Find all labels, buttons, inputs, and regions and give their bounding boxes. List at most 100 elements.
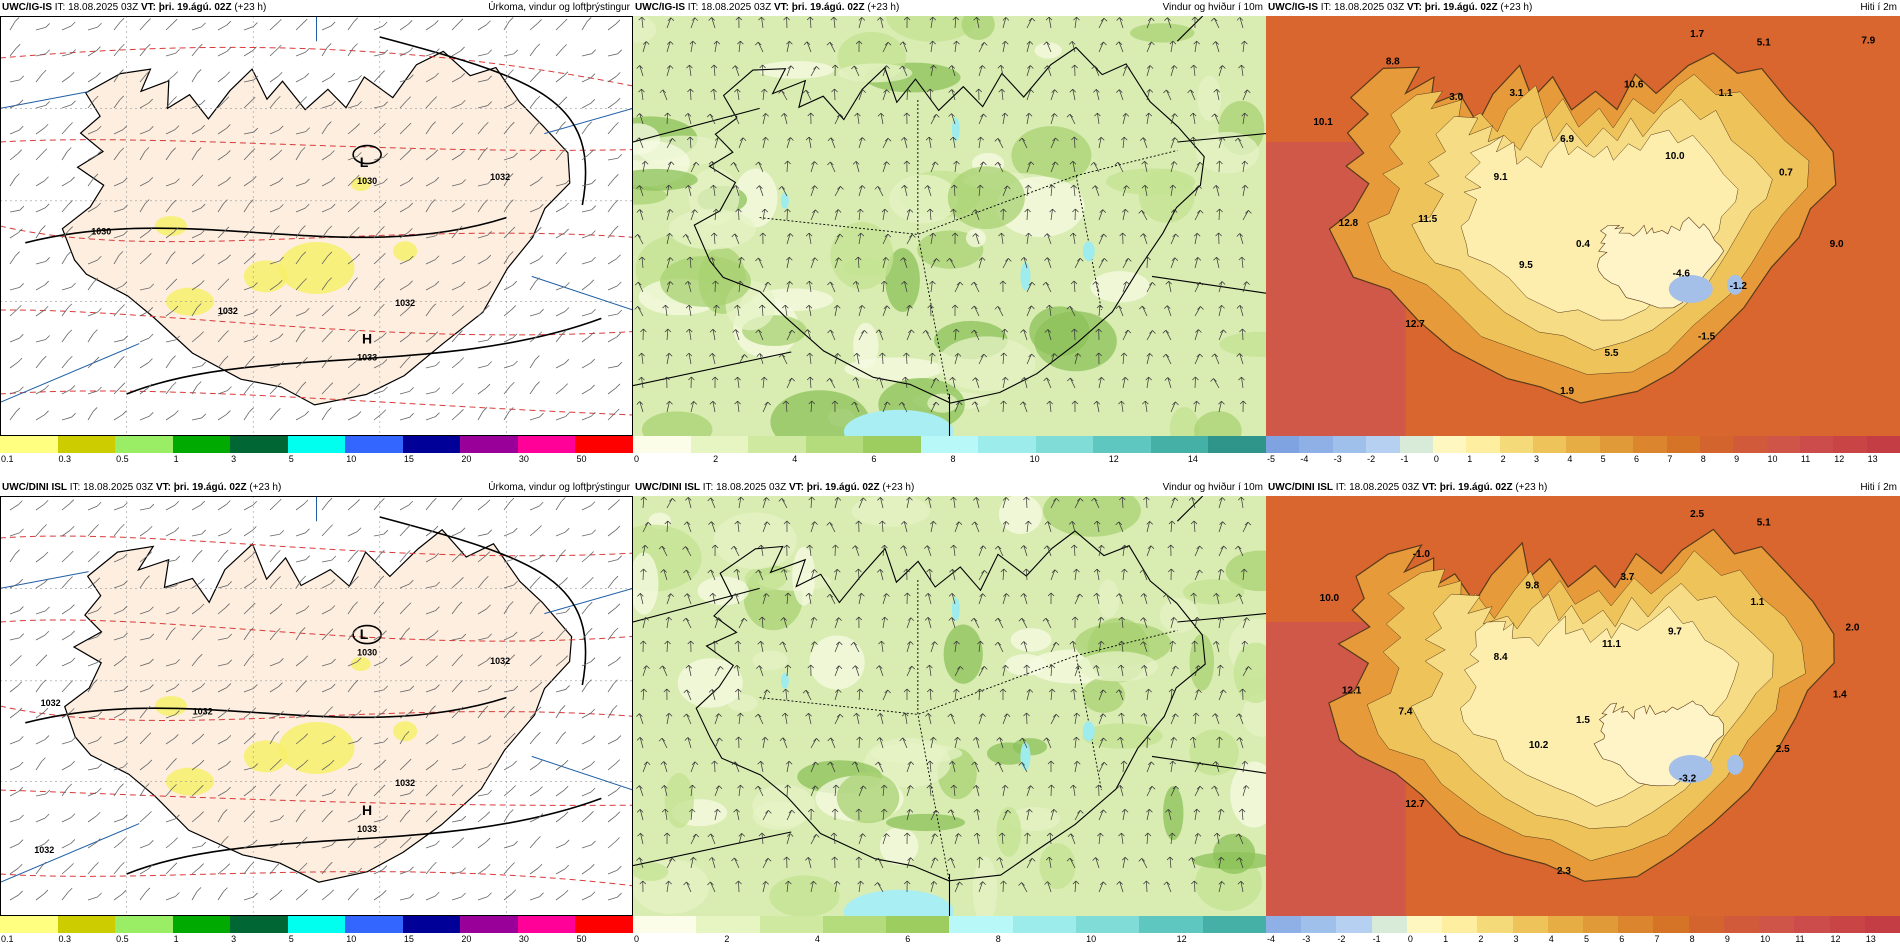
colorbar-tick: 11: [1795, 934, 1805, 944]
colorbar-swatch: [0, 436, 58, 453]
colorbar-swatch: [0, 916, 58, 933]
colorbar-tick: 30: [518, 934, 529, 944]
map-value-label: 1.5: [1576, 715, 1590, 726]
map-value-label: 1032: [41, 698, 61, 708]
strong-wind-area: [1020, 742, 1031, 771]
colorbar-tick: 30: [518, 454, 529, 464]
map-value-label: 1.4: [1833, 690, 1847, 701]
colorbar-swatch: [1371, 916, 1407, 933]
temperature-contours: [0, 46, 633, 416]
panel-title: UWC/IG-IS IT: 18.08.2025 03Z VT: þri. 19…: [1266, 0, 1900, 16]
colorbar-swatch: [1012, 916, 1077, 933]
colorbar-swatch: [1829, 916, 1865, 933]
map-value-label: 10.1: [1313, 117, 1333, 128]
colorbar-tick: -2: [1337, 934, 1346, 944]
strong-wind-area: [780, 672, 789, 689]
colorbar-swatch: [886, 916, 950, 933]
precip-area: [165, 767, 214, 796]
colorbar-tick: 15: [403, 454, 414, 464]
it-label: IT:: [69, 482, 81, 493]
model-name: UWC/IG-IS: [1268, 2, 1318, 13]
colorbar-swatch: [1266, 436, 1300, 453]
colorbar-tick: 4: [792, 454, 798, 464]
isobars: [25, 516, 602, 875]
isobars: [25, 36, 602, 395]
colorbar-swatch: [633, 916, 697, 933]
map-value-label: 1032: [395, 298, 415, 308]
map-value-label: 10.6: [1624, 79, 1644, 90]
colorbar-tick: 0: [634, 934, 640, 944]
run-info: UWC/DINI ISL IT: 18.08.2025 03Z VT: þri.…: [2, 480, 281, 496]
colorbar-tick: 20: [461, 454, 472, 464]
precip-area: [393, 721, 418, 742]
map-area: 2.5 5.1 -1.0 10.0 9.8 3.7 1.1 9.7 2.0 11.1 8.4 12.1…: [1266, 496, 1900, 916]
colorbar-swatch: [1547, 916, 1583, 933]
model-name: UWC/DINI ISL: [1268, 482, 1333, 493]
it-label: IT:: [702, 482, 714, 493]
run-info: UWC/DINI ISL IT: 18.08.2025 03Z VT: þri.…: [635, 480, 914, 496]
colorbar-tick: 2: [1478, 934, 1484, 944]
map-value-label: 9.1: [1494, 172, 1508, 183]
colorbar-swatch: [1139, 916, 1203, 933]
precip-area: [393, 241, 418, 262]
temperature-panel-dini-isl: UWC/DINI ISL IT: 18.08.2025 03Z VT: þri.…: [1266, 482, 1900, 944]
colorbar-swatch: [575, 436, 634, 453]
map-value-label: 5.1: [1757, 517, 1771, 528]
map-value-label: 1030: [91, 226, 111, 236]
map-value-label: 12.7: [1405, 319, 1425, 330]
map-canvas: [633, 496, 1266, 916]
wind-speed-shading: [633, 16, 1266, 436]
colorbar-tick: 8: [1689, 934, 1695, 944]
colorbar-tick: 12: [1830, 934, 1841, 944]
map-value-label: 8.4: [1494, 652, 1508, 663]
colorbar-swatch: [57, 436, 116, 453]
colorbar: -5 -4 -3 -2 -1 0 1 2 3 4 5 6 7 8 9 10 11 12 13: [1266, 436, 1900, 465]
colorbar-swatch: [759, 916, 823, 933]
model-name: UWC/IG-IS: [635, 2, 685, 13]
map-value-label: 1.9: [1560, 386, 1574, 397]
panel-title: UWC/DINI ISL IT: 18.08.2025 03Z VT: þri.…: [0, 480, 633, 496]
colorbar-tick: 5: [288, 934, 294, 944]
strong-wind-area: [1082, 241, 1095, 262]
map-value-label: 3.0: [1449, 92, 1463, 103]
colorbar-tick: 0.5: [116, 934, 129, 944]
colorbar-tick: -1: [1400, 454, 1409, 464]
temperature-contours: [0, 535, 633, 887]
map-value-label: 1032: [395, 778, 415, 788]
run-info: UWC/IG-IS IT: 18.08.2025 03Z VT: þri. 19…: [1268, 0, 1532, 16]
cold-area: [1668, 275, 1713, 303]
colorbar-swatch: [1466, 436, 1500, 453]
colorbar-tick: 2: [1500, 454, 1506, 464]
colorbar-swatch: [1499, 436, 1533, 453]
panel-title: UWC/DINI ISL IT: 18.08.2025 03Z VT: þri.…: [633, 480, 1266, 496]
lead-time: (+23 h): [882, 482, 915, 493]
wind-arrows: [636, 496, 1252, 893]
colorbar-swatch: [115, 436, 173, 453]
colorbar-swatch: [1266, 916, 1302, 933]
it-label: IT:: [54, 2, 66, 13]
colorbar-tick: 14: [1187, 454, 1198, 464]
colorbar-tick: 2: [713, 454, 719, 464]
colorbar-swatch: [1633, 436, 1667, 453]
strong-wind-area: [951, 597, 960, 622]
colorbar-swatch: [1733, 436, 1767, 453]
colorbar-tick: 12: [1108, 454, 1119, 464]
colorbar-swatch: [1406, 916, 1443, 933]
colorbar-tick: 10: [1029, 454, 1040, 464]
wind-barbs: [9, 497, 623, 901]
cold-area: [1727, 274, 1744, 295]
map-value-label: 9.5: [1519, 260, 1533, 271]
colorbar-swatch: [696, 916, 760, 933]
colorbar-tick: 8: [995, 934, 1001, 944]
map-value-label: 8.8: [1386, 56, 1400, 67]
colorbar-swatch: [949, 916, 1013, 933]
map-value-label: 7.4: [1399, 706, 1413, 717]
map-value-label: 10.2: [1529, 740, 1549, 751]
map-value-label: 2.5: [1776, 744, 1790, 755]
colorbar-swatch: [1442, 916, 1478, 933]
colorbar-swatch: [1699, 436, 1734, 453]
colorbar-swatch: [1093, 436, 1151, 453]
colorbar-swatch: [1866, 436, 1900, 453]
colorbar-swatch: [57, 916, 116, 933]
map-value-label: 9.8: [1525, 580, 1539, 591]
